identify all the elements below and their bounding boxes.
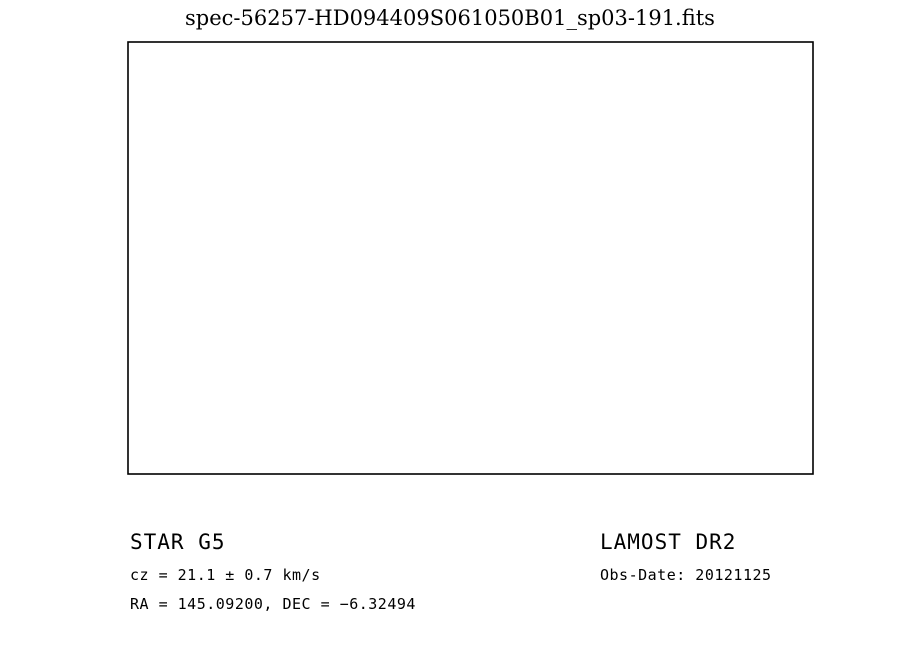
footer-left-block: STAR G5 cz = 21.1 ± 0.7 km/s RA = 145.09… (130, 530, 560, 624)
obs-date-text: Obs-Date: 20121125 (600, 566, 772, 584)
chart-axes (127, 41, 814, 475)
footer-right-block: LAMOST DR2 Obs-Date: 20121125 (600, 530, 880, 595)
cz-text: cz = 21.1 ± 0.7 km/s (130, 566, 321, 584)
coords-text: RA = 145.09200, DEC = −6.32494 (130, 595, 416, 613)
survey-text: LAMOST DR2 (600, 530, 737, 554)
object-type-text: STAR G5 (130, 530, 226, 554)
page-title: spec-56257-HD094409S061050B01_sp03-191.f… (185, 6, 715, 30)
